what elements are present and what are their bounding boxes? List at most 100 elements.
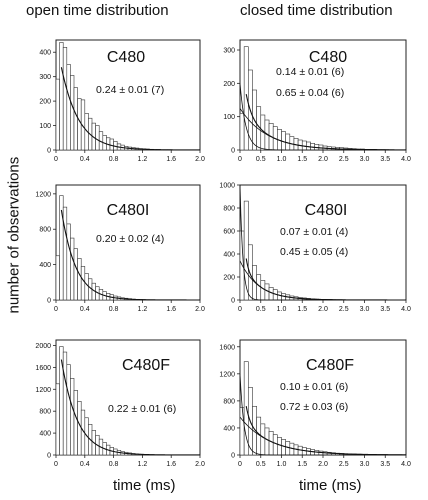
fit-annotation: 0.72 ± 0.03 (6)	[280, 401, 348, 413]
y-tick-label: 400	[39, 262, 51, 269]
x-tick-label: 3.0	[360, 156, 370, 163]
fit-curve	[60, 209, 200, 301]
y-tick-label: 200	[223, 81, 235, 88]
x-tick-label: 2.0	[195, 156, 205, 163]
x-tick-label: 3.5	[380, 461, 390, 468]
fit-annotation: 0.10 ± 0.01 (6)	[280, 381, 348, 393]
x-tick-label: 1.2	[138, 306, 148, 313]
y-tick-label: 400	[223, 252, 235, 259]
histogram-bar	[95, 125, 100, 151]
y-tick-label: 1200	[35, 191, 51, 198]
y-tick-label: 1000	[219, 183, 235, 190]
panel-open-C480F: 0 400 800 1200 1600 2000 0 0.4 0.8 1.2 1.6 2.0 C480F…	[35, 339, 205, 468]
histogram-bar	[73, 390, 78, 456]
histogram-bar	[109, 138, 114, 151]
y-tick-label: 1600	[219, 344, 235, 351]
histogram-bar	[260, 423, 266, 456]
x-tick-label: 0	[54, 461, 58, 468]
fit-curve	[60, 67, 200, 151]
x-tick-label: 0.4	[80, 461, 90, 468]
histogram-bar	[77, 258, 82, 301]
histogram-bar	[239, 113, 245, 151]
x-tick-label: 0.8	[109, 306, 119, 313]
y-tick-label: 1200	[219, 371, 235, 378]
histogram-bar	[272, 434, 278, 456]
x-tick-label: 2.0	[318, 156, 328, 163]
x-tick-label: 3.5	[380, 156, 390, 163]
x-tick-label: 1.6	[166, 461, 176, 468]
histogram-bar	[243, 46, 249, 151]
histogram-bar	[55, 78, 60, 151]
x-tick-label: 0	[238, 156, 242, 163]
x-tick-label: 0.5	[256, 461, 266, 468]
histogram-bar	[70, 237, 75, 301]
fit-annotation: 0.07 ± 0.01 (4)	[280, 226, 348, 238]
y-tick-label: 800	[39, 409, 51, 416]
panel-closed-C480I: 0 200 400 600 800 1000 0 0.5 1.0 1.5 2.0 2.5 3.0 3.5 4…	[219, 183, 411, 314]
y-tick-label: 1600	[35, 365, 51, 372]
y-tick-label: 0	[231, 453, 235, 460]
x-tick-label: 1.2	[138, 156, 148, 163]
fit-annotation: 0.20 ± 0.02 (4)	[96, 233, 164, 245]
x-tick-label: 0.8	[109, 156, 119, 163]
panel-title: C480F	[122, 357, 170, 374]
x-axis-label-left: time (ms)	[113, 477, 176, 494]
y-tick-label: 600	[223, 229, 235, 236]
y-tick-label: 200	[39, 99, 51, 106]
x-tick-label: 3.0	[360, 306, 370, 313]
histogram-bar	[55, 383, 60, 456]
y-tick-label: 100	[223, 114, 235, 121]
fit-curve	[245, 406, 406, 456]
y-tick-label: 800	[223, 398, 235, 405]
histogram-bar	[73, 87, 78, 151]
y-tick-label: 0	[231, 148, 235, 155]
x-tick-label: 2.0	[318, 306, 328, 313]
histogram-bar	[264, 427, 270, 456]
x-tick-label: 1.5	[297, 306, 307, 313]
y-tick-label: 0	[231, 298, 235, 305]
x-tick-label: 2.5	[339, 156, 349, 163]
x-tick-label: 1.0	[277, 461, 287, 468]
x-tick-label: 0.5	[256, 306, 266, 313]
x-tick-label: 1.6	[166, 156, 176, 163]
x-tick-label: 4.0	[401, 156, 411, 163]
histogram-bar	[73, 248, 78, 301]
histogram-bar	[84, 273, 89, 301]
x-tick-label: 2.5	[339, 461, 349, 468]
y-tick-label: 200	[223, 275, 235, 282]
x-tick-label: 0.4	[80, 306, 90, 313]
panel-title: C480	[309, 49, 347, 66]
histogram-bar	[66, 223, 71, 301]
histogram-bar	[277, 437, 282, 456]
histogram-bar	[70, 75, 75, 151]
x-tick-label: 1.2	[138, 461, 148, 468]
open-time-column-title: open time distribution	[26, 2, 169, 19]
panel-open-C480I: 0 400 800 1200 0 0.4 0.8 1.2 1.6 2.0 C480I 0.20 ± 0…	[35, 184, 205, 313]
x-tick-label: 0	[238, 461, 242, 468]
y-tick-label: 0	[47, 148, 51, 155]
histogram-bar	[77, 401, 82, 456]
histogram-bar	[248, 244, 253, 301]
closed-time-column-title: closed time distribution	[240, 2, 393, 19]
histogram-bar	[70, 378, 75, 456]
x-tick-label: 2.0	[195, 306, 205, 313]
histogram-bar	[62, 47, 68, 151]
panel-title: C480I	[107, 202, 150, 219]
panel-title: C480	[107, 49, 145, 66]
x-tick-label: 1.6	[166, 306, 176, 313]
histogram-bar	[77, 98, 82, 151]
x-tick-label: 3.5	[380, 306, 390, 313]
histogram-bar	[281, 439, 286, 456]
x-tick-label: 1.0	[277, 156, 287, 163]
panel-closed-C480F: 0 400 800 1200 1600 0 0.5 1.0 1.5 2.0 2.5 3.0 3.5 4.0…	[219, 339, 411, 468]
x-tick-label: 2.5	[339, 306, 349, 313]
histogram-bar	[80, 266, 86, 301]
histogram-bar	[62, 351, 68, 456]
y-tick-label: 400	[39, 431, 51, 438]
y-tick-label: 800	[39, 227, 51, 234]
panel-open-C480: 0 100 200 300 400 0 0.4 0.8 1.2 1.6 2.0 C480 0.24 ± …	[39, 39, 205, 163]
y-tick-label: 300	[39, 74, 51, 81]
y-tick-label: 1200	[35, 387, 51, 394]
